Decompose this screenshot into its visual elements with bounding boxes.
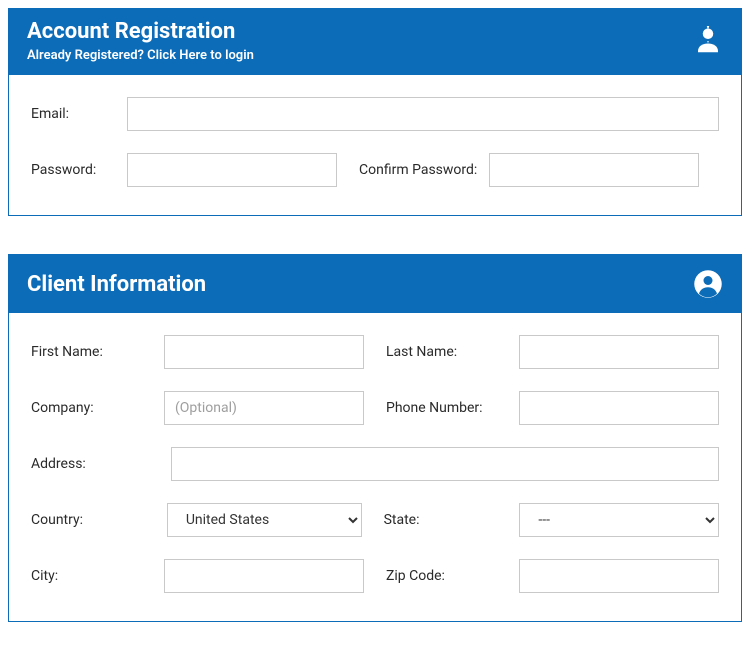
- city-input[interactable]: [164, 559, 364, 593]
- support-agent-icon: [693, 26, 723, 56]
- state-select[interactable]: ---: [519, 503, 719, 537]
- account-registration-panel: Account Registration Already Registered?…: [8, 8, 742, 216]
- client-information-body: First Name: Last Name: Company: Phone Nu…: [9, 313, 741, 621]
- email-input[interactable]: [127, 97, 719, 131]
- company-input[interactable]: [164, 391, 364, 425]
- confirm-password-label: Confirm Password:: [359, 162, 489, 178]
- country-label: Country:: [31, 512, 167, 528]
- phone-label: Phone Number:: [386, 400, 519, 416]
- last-name-label: Last Name:: [386, 344, 519, 360]
- password-label: Password:: [31, 162, 127, 178]
- company-label: Company:: [31, 400, 164, 416]
- state-label: State:: [384, 512, 520, 528]
- city-label: City:: [31, 568, 164, 584]
- user-circle-icon: [693, 269, 723, 299]
- phone-input[interactable]: [519, 391, 719, 425]
- confirm-password-input[interactable]: [489, 153, 699, 187]
- login-link[interactable]: Already Registered? Click Here to login: [27, 48, 254, 63]
- password-input[interactable]: [127, 153, 337, 187]
- email-label: Email:: [31, 106, 127, 122]
- client-information-panel: Client Information First Name: Last Name…: [8, 254, 742, 622]
- account-registration-body: Email: Password: Confirm Password:: [9, 75, 741, 215]
- address-label: Address:: [31, 456, 171, 472]
- account-registration-title: Account Registration: [27, 19, 254, 44]
- first-name-input[interactable]: [164, 335, 364, 369]
- client-information-title: Client Information: [27, 272, 206, 297]
- account-registration-header: Account Registration Already Registered?…: [9, 9, 741, 75]
- zip-input[interactable]: [519, 559, 719, 593]
- last-name-input[interactable]: [519, 335, 719, 369]
- zip-label: Zip Code:: [386, 568, 519, 584]
- country-select[interactable]: United States: [167, 503, 362, 537]
- client-information-header: Client Information: [9, 255, 741, 313]
- address-input[interactable]: [171, 447, 719, 481]
- first-name-label: First Name:: [31, 344, 164, 360]
